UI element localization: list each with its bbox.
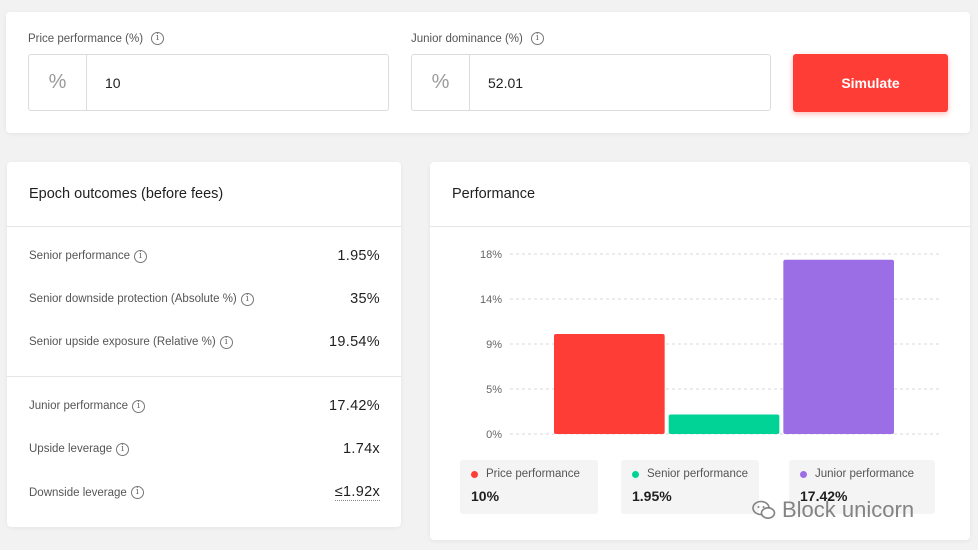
upside-leverage-row: Upside leverage i 1.74x — [29, 441, 380, 457]
legend-dot — [800, 470, 807, 478]
row-value: 35% — [350, 291, 380, 307]
bar-junior-performance[interactable] — [783, 259, 894, 434]
price-performance-input[interactable]: % 10 — [28, 54, 389, 111]
performance-chart: 0% 5% 9% 14% 18% — [480, 249, 940, 441]
legend-label: Senior performance — [647, 468, 748, 480]
divider — [7, 226, 401, 227]
info-icon[interactable]: i — [132, 399, 146, 413]
legend-value: 1.95% — [632, 488, 672, 504]
junior-dominance-label-group: Junior dominance (%) i — [411, 32, 544, 45]
info-icon[interactable]: i — [134, 249, 147, 263]
y-tick-label: 9% — [486, 339, 502, 351]
divider — [430, 226, 970, 227]
legend-senior-performance: Senior performance 1.95% — [621, 460, 759, 514]
senior-performance-row: Senior performance i 1.95% — [29, 248, 380, 264]
senior-downside-protection-row: Senior downside protection (Absolute %) i… — [29, 291, 380, 307]
epoch-outcomes-title: Epoch outcomes (before fees) — [29, 186, 224, 202]
y-tick-label: 18% — [480, 249, 502, 261]
epoch-outcomes-card: Epoch outcomes (before fees) Senior perf… — [7, 162, 401, 527]
row-value: 17.42% — [329, 398, 380, 414]
info-icon[interactable]: i — [240, 292, 254, 306]
divider — [7, 376, 401, 377]
simulation-input-card: Price performance (%) i % 10 Junior domi… — [6, 12, 970, 133]
info-icon[interactable]: i — [151, 32, 165, 45]
info-icon[interactable]: i — [530, 32, 544, 45]
row-label: Upside leverage — [29, 443, 113, 455]
legend-value: 10% — [471, 488, 500, 504]
junior-dominance-input[interactable]: % 52.01 — [411, 54, 771, 111]
watermark: Block unicorn — [752, 497, 914, 523]
watermark-text: Block unicorn — [782, 497, 915, 522]
price-performance-label: Price performance (%) — [28, 32, 144, 45]
bar-senior-performance[interactable] — [668, 414, 780, 435]
row-label: Junior performance — [29, 400, 129, 412]
simulate-button[interactable]: Simulate — [793, 54, 948, 112]
legend-label: Junior performance — [815, 468, 915, 480]
performance-card: Performance 0% 5% 9% 14% 18% Price performan… — [430, 162, 970, 540]
y-tick-label: 0% — [486, 429, 502, 441]
legend-price-performance: Price performance 10% — [460, 460, 598, 514]
performance-title: Performance — [452, 186, 536, 202]
price-performance-value[interactable]: 10 — [105, 74, 121, 91]
wechat-icon — [752, 500, 776, 519]
junior-dominance-label: Junior dominance (%) — [411, 32, 523, 45]
info-icon[interactable]: i — [219, 335, 233, 349]
percent-icon: % — [412, 55, 470, 110]
downside-leverage-row: Downside leverage i ≤1.92x — [29, 484, 380, 501]
row-label: Downside leverage — [29, 486, 127, 499]
row-value: 1.95% — [337, 248, 380, 264]
row-label: Senior downside protection (Absolute %) — [29, 293, 237, 305]
legend-dot — [632, 470, 639, 478]
bar-price-performance[interactable] — [554, 334, 665, 434]
percent-icon: % — [29, 55, 87, 110]
row-label: Senior performance — [29, 250, 130, 262]
info-icon[interactable]: i — [130, 486, 144, 499]
legend-label: Price performance — [486, 468, 580, 480]
legend-value: 17.42% — [800, 488, 848, 504]
legend-junior-performance: Junior performance 17.42% — [789, 460, 935, 514]
y-tick-label: 14% — [480, 294, 502, 306]
price-performance-label-group: Price performance (%) i — [28, 32, 165, 45]
row-value: 1.74x — [343, 441, 380, 457]
info-icon[interactable]: i — [116, 442, 130, 456]
junior-performance-row: Junior performance i 17.42% — [29, 398, 380, 414]
junior-dominance-value[interactable]: 52.01 — [488, 74, 524, 91]
row-value: 19.54% — [329, 334, 380, 350]
legend-dot — [471, 470, 478, 478]
senior-upside-exposure-row: Senior upside exposure (Relative %) i 19.… — [29, 334, 380, 350]
y-tick-label: 5% — [486, 384, 502, 396]
row-value[interactable]: ≤1.92x — [334, 484, 380, 501]
row-label: Senior upside exposure (Relative %) — [29, 336, 216, 348]
